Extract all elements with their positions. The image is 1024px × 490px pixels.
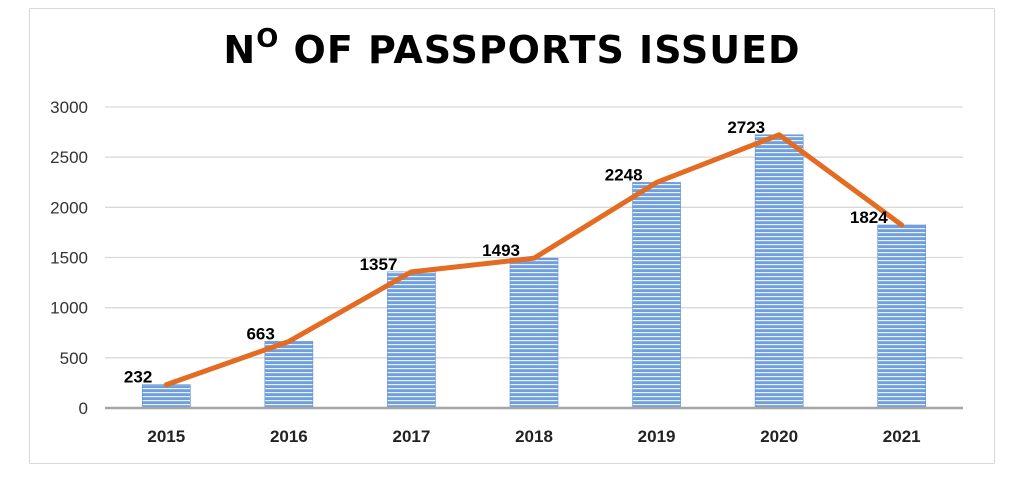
y-tick-label: 2500 [50,148,88,167]
data-label: 663 [246,324,274,343]
x-tick-label: 2020 [760,427,798,446]
x-tick-label: 2018 [515,427,553,446]
x-tick-label: 2016 [270,427,308,446]
y-tick-label: 1000 [50,299,88,318]
bar-2017 [387,271,436,409]
bar-2019 [632,182,681,409]
x-tick-label: 2019 [638,427,676,446]
x-tick-label: 2015 [147,427,185,446]
x-tick-label: 2021 [883,427,921,446]
y-tick-label: 500 [60,349,88,368]
data-label: 2248 [605,165,643,184]
chart-title-main: N [223,28,257,72]
bar-2020 [754,134,804,409]
chart-title-superscript: O [256,24,280,54]
data-label: 1824 [850,208,888,227]
y-tick-label: 1500 [50,249,88,268]
x-tick-label: 2017 [393,427,431,446]
chart-title-rest: OF PASSPORTS ISSUED [279,28,801,72]
data-label: 2723 [727,118,765,137]
y-tick-label: 3000 [50,98,88,117]
bar-2021 [877,224,927,409]
bar-2016 [264,341,314,409]
bar-2015 [141,384,191,409]
y-tick-label: 2000 [50,198,88,217]
data-label: 1357 [360,255,398,274]
data-label: 1493 [482,241,520,260]
y-tick-label: 0 [79,399,88,418]
bar-2018 [509,257,559,409]
data-label: 232 [124,368,152,387]
chart-title: NO OF PASSPORTS ISSUED [0,24,1024,72]
